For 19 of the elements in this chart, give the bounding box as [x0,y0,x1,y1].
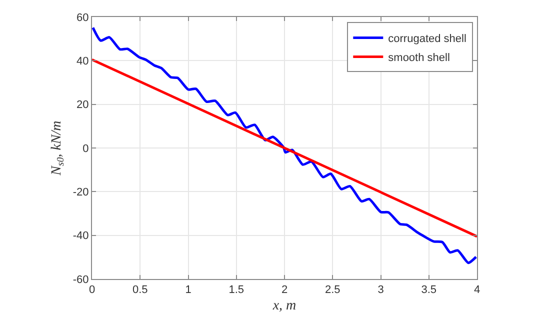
y-tick-label: 0 [82,142,89,155]
x-tick-label: 1.5 [228,284,244,296]
y-tick-label: -20 [72,186,89,199]
x-tick-label: 1 [185,284,192,296]
y-tick-label: -40 [72,230,89,242]
x-tick-label: 3 [378,284,384,296]
y-tick-label: 20 [76,99,89,112]
y-tick-label: -60 [72,274,89,286]
x-tick-label: 4 [474,284,480,296]
y-tick-label: 40 [76,56,89,68]
x-tick-label: 2 [281,284,288,296]
line-series [92,26,477,264]
x-tick-label: 0.5 [132,284,148,296]
x-tick-label: 2.5 [324,284,340,296]
x-tick-label: 3.5 [421,284,437,296]
y-tick-label: 60 [76,12,89,24]
x-axis-title: x, m [272,298,296,314]
legend-label: corrugated shell [388,33,466,46]
legend-label: smooth shell [388,52,450,64]
